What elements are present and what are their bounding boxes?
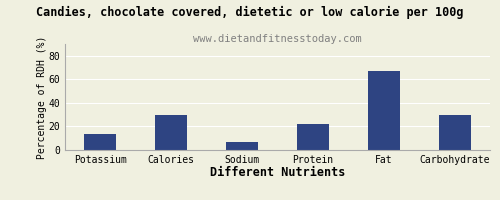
X-axis label: Different Nutrients: Different Nutrients bbox=[210, 166, 345, 179]
Bar bbox=[297, 124, 329, 150]
Title: www.dietandfitnesstoday.com: www.dietandfitnesstoday.com bbox=[193, 34, 362, 44]
Bar bbox=[368, 71, 400, 150]
Bar bbox=[155, 115, 187, 150]
Text: Candies, chocolate covered, dietetic or low calorie per 100g: Candies, chocolate covered, dietetic or … bbox=[36, 6, 464, 19]
Bar bbox=[439, 115, 470, 150]
Bar bbox=[84, 134, 116, 150]
Y-axis label: Percentage of RDH (%): Percentage of RDH (%) bbox=[37, 35, 47, 159]
Bar bbox=[226, 142, 258, 150]
